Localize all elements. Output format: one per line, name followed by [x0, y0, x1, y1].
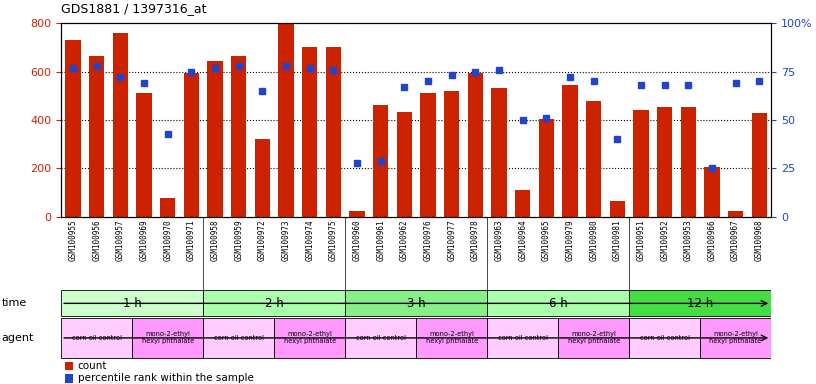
Text: GSM100980: GSM100980	[589, 219, 598, 261]
Text: GSM100970: GSM100970	[163, 219, 172, 261]
Bar	[704, 167, 720, 217]
Text: mono-2-ethyl
hexyl phthalate: mono-2-ethyl hexyl phthalate	[567, 331, 620, 344]
Text: corn oil control: corn oil control	[640, 335, 690, 341]
Text: mono-2-ethyl
hexyl phthalate: mono-2-ethyl hexyl phthalate	[709, 331, 762, 344]
Bar	[562, 85, 578, 217]
Text: GDS1881 / 1397316_at: GDS1881 / 1397316_at	[61, 2, 206, 15]
Bar	[136, 93, 152, 217]
Text: 2 h: 2 h	[265, 297, 283, 310]
Bar	[278, 23, 294, 217]
Text: GSM100979: GSM100979	[565, 219, 574, 261]
Bar	[65, 40, 81, 217]
Text: GSM100958: GSM100958	[211, 219, 220, 261]
Bar	[491, 88, 507, 217]
Bar	[203, 290, 345, 316]
Text: GSM100951: GSM100951	[636, 219, 645, 261]
Bar	[416, 318, 487, 358]
Bar	[160, 198, 175, 217]
Bar	[184, 73, 199, 217]
Bar	[586, 101, 601, 217]
Bar	[515, 190, 530, 217]
Text: percentile rank within the sample: percentile rank within the sample	[78, 373, 254, 383]
Text: GSM100975: GSM100975	[329, 219, 338, 261]
Text: count: count	[78, 361, 107, 371]
Text: GSM100953: GSM100953	[684, 219, 693, 261]
Text: GSM100974: GSM100974	[305, 219, 314, 261]
Bar	[61, 318, 132, 358]
Text: GSM100964: GSM100964	[518, 219, 527, 261]
Text: corn oil control: corn oil control	[214, 335, 264, 341]
Text: 3 h: 3 h	[407, 297, 425, 310]
Text: GSM100955: GSM100955	[69, 219, 78, 261]
Text: 12 h: 12 h	[687, 297, 713, 310]
Text: GSM100960: GSM100960	[353, 219, 361, 261]
Bar	[231, 56, 246, 217]
Bar	[728, 211, 743, 217]
Text: mono-2-ethyl
hexyl phthalate: mono-2-ethyl hexyl phthalate	[141, 331, 194, 344]
Bar	[345, 290, 487, 316]
Text: GSM100957: GSM100957	[116, 219, 125, 261]
Bar	[345, 318, 416, 358]
Text: mono-2-ethyl
hexyl phthalate: mono-2-ethyl hexyl phthalate	[283, 331, 336, 344]
Bar	[487, 318, 558, 358]
Text: GSM100961: GSM100961	[376, 219, 385, 261]
Bar	[113, 33, 128, 217]
Bar	[89, 56, 104, 217]
Text: GSM100969: GSM100969	[140, 219, 149, 261]
Text: GSM100956: GSM100956	[92, 219, 101, 261]
Text: GSM100978: GSM100978	[471, 219, 480, 261]
Text: corn oil control: corn oil control	[498, 335, 548, 341]
Text: GSM100981: GSM100981	[613, 219, 622, 261]
Text: GSM100976: GSM100976	[424, 219, 432, 261]
Bar	[207, 61, 223, 217]
Bar	[539, 119, 554, 217]
Bar	[629, 318, 700, 358]
Bar	[444, 91, 459, 217]
Bar	[657, 107, 672, 217]
Text: GSM100966: GSM100966	[707, 219, 716, 261]
Text: agent: agent	[2, 333, 34, 343]
Bar	[610, 201, 625, 217]
Text: 6 h: 6 h	[549, 297, 567, 310]
Bar	[752, 113, 767, 217]
Bar	[681, 107, 696, 217]
Text: GSM100965: GSM100965	[542, 219, 551, 261]
Text: GSM100962: GSM100962	[400, 219, 409, 261]
Bar	[700, 318, 771, 358]
Bar	[629, 290, 771, 316]
Bar	[349, 211, 365, 217]
Bar	[64, 374, 73, 383]
Bar	[132, 318, 203, 358]
Text: time: time	[2, 298, 27, 308]
Text: GSM100952: GSM100952	[660, 219, 669, 261]
Bar	[274, 318, 345, 358]
Text: mono-2-ethyl
hexyl phthalate: mono-2-ethyl hexyl phthalate	[425, 331, 478, 344]
Text: GSM100959: GSM100959	[234, 219, 243, 261]
Bar	[633, 110, 649, 217]
Text: corn oil control: corn oil control	[72, 335, 122, 341]
Text: GSM100968: GSM100968	[755, 219, 764, 261]
Bar	[203, 318, 274, 358]
Bar	[255, 139, 270, 217]
Text: GSM100977: GSM100977	[447, 219, 456, 261]
Bar	[558, 318, 629, 358]
Bar	[420, 93, 436, 217]
Bar	[373, 106, 388, 217]
Text: GSM100972: GSM100972	[258, 219, 267, 261]
Bar	[326, 47, 341, 217]
Text: GSM100973: GSM100973	[282, 219, 290, 261]
Text: GSM100963: GSM100963	[494, 219, 503, 261]
Text: corn oil control: corn oil control	[356, 335, 406, 341]
Bar	[302, 47, 317, 217]
Bar	[61, 290, 203, 316]
Bar	[397, 111, 412, 217]
Bar	[64, 362, 73, 370]
Bar	[487, 290, 629, 316]
Text: 1 h: 1 h	[123, 297, 141, 310]
Text: GSM100967: GSM100967	[731, 219, 740, 261]
Bar	[468, 73, 483, 217]
Text: GSM100971: GSM100971	[187, 219, 196, 261]
